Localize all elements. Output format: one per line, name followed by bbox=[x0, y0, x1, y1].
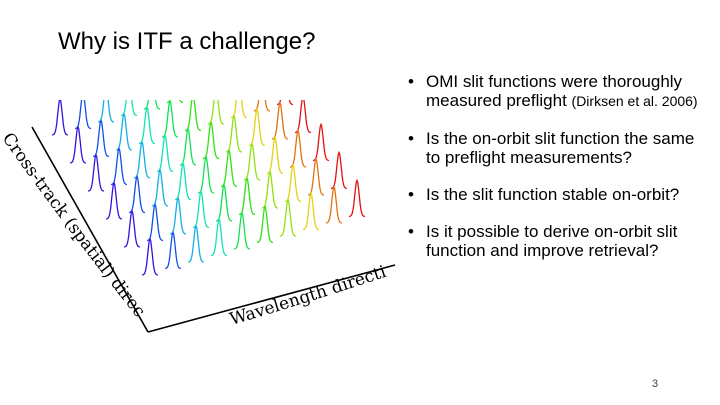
slit-function-peak bbox=[123, 209, 141, 248]
slit-function-peak bbox=[128, 174, 146, 214]
slit-function-peak bbox=[294, 100, 312, 134]
slit-function-peak bbox=[248, 107, 266, 147]
slit-function-peak bbox=[197, 155, 215, 194]
slit-function-peak bbox=[105, 181, 123, 220]
slit-function-peak bbox=[161, 100, 179, 138]
slit-function-peak bbox=[69, 125, 87, 164]
slit-function-peak bbox=[215, 183, 233, 222]
bullet-item: Is the slit function stable on-orbit? bbox=[406, 185, 706, 204]
slit-function-peak bbox=[179, 127, 197, 166]
slit-function-peak bbox=[348, 178, 366, 218]
citation: (Dirksen et al. 2006) bbox=[571, 93, 698, 109]
slit-function-peak bbox=[284, 163, 302, 203]
slit-function-peak bbox=[207, 100, 225, 125]
page-number: 3 bbox=[652, 378, 659, 390]
slit-function-peak bbox=[115, 112, 133, 151]
slit-function-peak bbox=[279, 198, 297, 237]
slit-function-peak bbox=[307, 157, 325, 196]
slit-function-peak bbox=[120, 100, 138, 117]
slit-function-peak bbox=[138, 105, 156, 145]
slit-function-peak bbox=[238, 176, 256, 216]
slit-function-peak bbox=[256, 204, 274, 244]
slit-function-peak bbox=[289, 129, 307, 168]
bullet-item: OMI slit functions were thoroughly measu… bbox=[406, 72, 706, 111]
slit-function-peak bbox=[243, 142, 261, 181]
slit-function-peak bbox=[325, 185, 343, 224]
slit-function-peak bbox=[233, 211, 251, 250]
slide-title: Why is ITF a challenge? bbox=[58, 28, 316, 55]
slit-function-peak bbox=[92, 118, 110, 158]
slit-function-peak bbox=[74, 100, 92, 130]
slit-function-peak bbox=[97, 100, 115, 123]
slit-function-peak bbox=[312, 122, 330, 162]
bullet-item: Is the on-orbit slit function the same t… bbox=[406, 129, 706, 167]
slit-function-peak bbox=[302, 191, 320, 231]
slit-function-peak bbox=[184, 100, 202, 132]
slit-function-peak bbox=[110, 146, 128, 186]
slit-function-peak bbox=[266, 135, 284, 175]
slit-function-peak bbox=[141, 237, 159, 276]
slit-function-peak bbox=[169, 196, 187, 235]
slit-function-peak bbox=[261, 170, 279, 209]
bullet-item: Is it possible to derive on-orbit slit f… bbox=[406, 222, 706, 260]
bullet-list: OMI slit functions were thoroughly measu… bbox=[406, 72, 706, 278]
slit-function-peak bbox=[192, 189, 210, 229]
slit-function-peak bbox=[156, 133, 174, 173]
slit-function-peak bbox=[174, 161, 192, 201]
slit-function-peak bbox=[133, 140, 151, 179]
slit-function-peak bbox=[151, 168, 169, 207]
cross-track-axis bbox=[31, 126, 149, 333]
slit-function-peak bbox=[164, 230, 182, 270]
slit-function-peak bbox=[230, 100, 248, 119]
slit-function-peak bbox=[51, 100, 69, 136]
slit-function-peak bbox=[225, 114, 243, 153]
slit-function-peak bbox=[210, 217, 228, 257]
slit-function-peak bbox=[202, 120, 220, 160]
slit-function-peak bbox=[187, 224, 205, 263]
slit-function-peak bbox=[146, 202, 164, 242]
slit-function-peak bbox=[220, 148, 238, 188]
slit-function-peak bbox=[330, 150, 348, 190]
wavelength-axis bbox=[147, 264, 396, 333]
slit-function-peak bbox=[271, 101, 289, 140]
slit-function-peaks bbox=[51, 100, 366, 276]
slit-function-figure: Cross-track (spatial) direction Waveleng… bbox=[0, 100, 396, 333]
slit-function-peak bbox=[87, 153, 105, 192]
